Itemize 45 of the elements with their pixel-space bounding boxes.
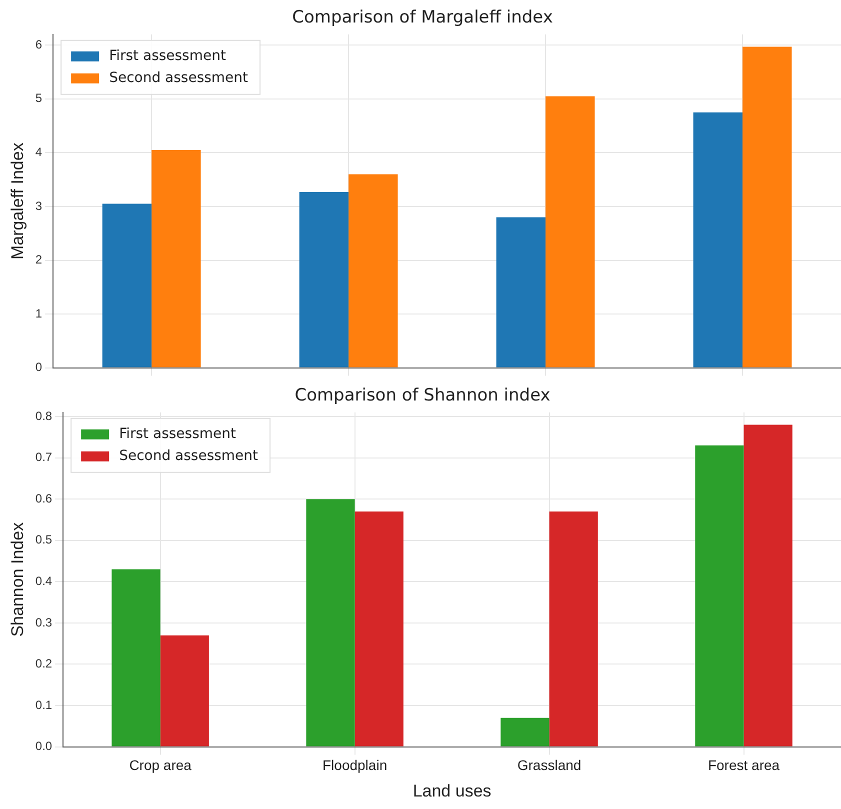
y-tick-label: 0.6	[35, 491, 52, 506]
chart-title: Comparison of Shannon index	[294, 386, 550, 406]
bar	[496, 217, 546, 368]
bar	[152, 150, 201, 368]
y-tick-label: 0.4	[35, 574, 52, 588]
x-tick-label: Crop area	[129, 757, 192, 774]
bar	[744, 424, 792, 746]
chart-title: Comparison of Margaleff index	[292, 8, 553, 28]
y-axis-title: Margaleff Index	[8, 142, 27, 260]
bar	[306, 499, 355, 746]
bar	[112, 569, 160, 746]
bar	[549, 511, 598, 746]
y-tick-label: 0.3	[35, 615, 52, 630]
x-axis-title: Land uses	[412, 781, 492, 800]
bar	[500, 718, 550, 746]
legend-label: Second assessment	[119, 448, 259, 464]
bar	[348, 174, 398, 368]
bar	[102, 204, 152, 368]
bar	[742, 46, 792, 368]
bar	[354, 511, 404, 746]
y-tick-label: 5	[35, 91, 42, 106]
bar	[695, 445, 744, 746]
y-tick-label: 0	[35, 360, 42, 374]
legend-label: Second assessment	[109, 70, 249, 86]
x-tick-label: Grassland	[517, 757, 582, 774]
x-tick-label: Floodplain	[322, 757, 388, 774]
y-tick-label: 0.7	[35, 450, 52, 464]
y-tick-label: 0.1	[35, 698, 52, 712]
x-tick-label: Forest area	[708, 757, 780, 774]
y-tick-label: 0.8	[35, 408, 52, 423]
y-tick-label: 3	[35, 198, 42, 213]
bar	[299, 192, 349, 368]
y-tick-label: 6	[35, 37, 42, 52]
y-tick-label: 1	[35, 306, 42, 320]
y-tick-label: 0.0	[35, 739, 52, 754]
legend-label: First assessment	[109, 48, 226, 64]
y-tick-label: 0.5	[35, 532, 52, 547]
y-tick-label: 4	[35, 145, 42, 160]
bar	[546, 96, 595, 368]
y-tick-label: 2	[35, 252, 42, 267]
legend-label: First assessment	[119, 426, 236, 442]
y-axis-title: Shannon Index	[8, 522, 27, 637]
y-tick-label: 0.2	[35, 656, 52, 671]
bar	[693, 112, 743, 368]
bar	[160, 635, 209, 746]
